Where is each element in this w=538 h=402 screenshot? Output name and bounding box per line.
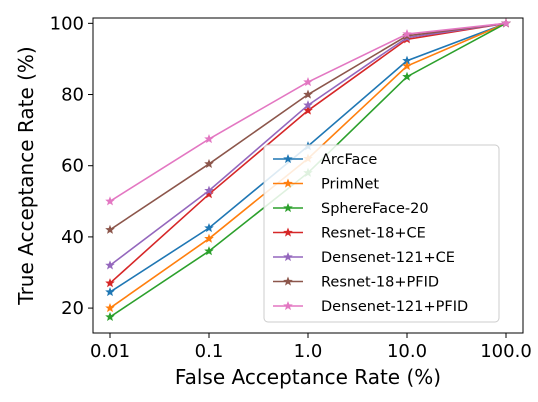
legend-marker [283, 202, 293, 213]
data-point [105, 224, 115, 234]
data-point [105, 303, 115, 313]
legend-label: Resnet-18+CE [321, 226, 426, 242]
legend-marker [283, 153, 293, 164]
x-axis-title: False Acceptance Rate (%) [175, 365, 441, 389]
data-point [303, 77, 313, 87]
y-tick-label: 100 [50, 13, 84, 34]
legend-label: ArcFace [321, 152, 377, 168]
legend-label: PrimNet [321, 177, 379, 193]
data-point [204, 158, 214, 169]
y-tick-label: 60 [61, 156, 84, 177]
data-point [105, 311, 115, 322]
data-point [303, 105, 313, 115]
y-axis-title: True Acceptance Rate (%) [14, 46, 38, 305]
legend-marker [283, 251, 293, 262]
legend-entry: Resnet-18+CE [273, 226, 426, 242]
legend-box [263, 144, 500, 323]
data-point [105, 287, 115, 297]
legend-entry: Densenet-121+PFID [273, 299, 468, 315]
data-point [105, 196, 115, 206]
data-point [204, 133, 214, 144]
data-point [402, 71, 412, 81]
legend-entry: Resnet-18+PFID [273, 275, 439, 291]
x-tick-label: 1.0 [294, 341, 323, 362]
data-point [204, 246, 214, 256]
legend-entry: SphereFace-20 [273, 201, 429, 217]
legend-marker [283, 300, 293, 311]
x-axis-ticks: 0.01 0.1 1.0 10.0 100.0 [90, 333, 532, 362]
legend: ArcFace PrimNet SphereFace-20 Resnet-18+CE D… [263, 144, 500, 323]
y-tick-label: 20 [61, 298, 84, 319]
data-point [105, 260, 115, 270]
legend-entry: PrimNet [273, 177, 379, 193]
data-point [204, 222, 214, 233]
data-point [402, 61, 412, 71]
data-point [501, 18, 511, 28]
series-7 [105, 18, 511, 206]
x-tick-label: 10.0 [387, 341, 427, 362]
legend-entry: Densenet-121+CE [273, 250, 455, 266]
x-tick-label: 100.0 [480, 341, 532, 362]
legend-label: Densenet-121+PFID [321, 299, 468, 315]
data-point [204, 185, 214, 195]
data-point [303, 100, 313, 110]
legend-marker [283, 178, 293, 188]
legend-marker [283, 227, 293, 237]
data-point [105, 278, 115, 288]
data-point [402, 28, 412, 39]
x-tick-label: 0.1 [195, 341, 224, 362]
legend-entry: ArcFace [273, 152, 377, 168]
y-axis-ticks: 20 40 60 80 100 [50, 13, 93, 319]
y-tick-label: 80 [61, 85, 84, 106]
data-point [204, 233, 214, 243]
data-point [303, 89, 313, 99]
legend-label: SphereFace-20 [321, 201, 429, 217]
y-tick-label: 40 [61, 227, 84, 248]
legend-label: Resnet-18+PFID [321, 275, 439, 291]
legend-marker [283, 276, 293, 286]
x-tick-label: 0.01 [90, 341, 130, 362]
legend-label: Densenet-121+CE [321, 250, 455, 266]
